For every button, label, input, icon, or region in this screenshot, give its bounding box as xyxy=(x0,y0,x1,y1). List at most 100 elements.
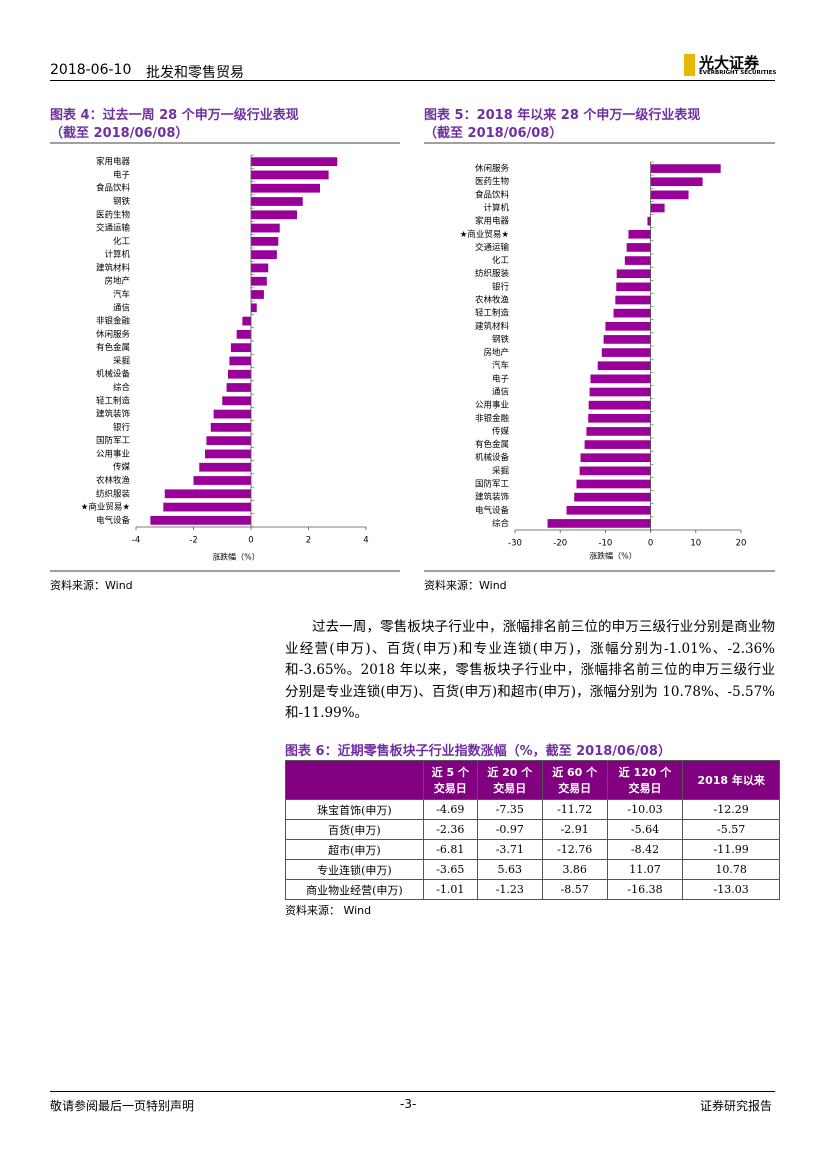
cell: -8.42 xyxy=(606,839,684,860)
x-tick-label: 4 xyxy=(363,536,368,546)
bar xyxy=(199,462,251,472)
bar xyxy=(251,210,297,220)
charts: 家用电器电子食品饮料钢铁医药生物交通运输化工计算机建筑材料房地产汽车通信非银金融… xyxy=(50,142,775,572)
cell: -3.71 xyxy=(476,839,543,860)
category-label: 有色金属 xyxy=(96,342,130,353)
footer-rule xyxy=(50,1091,775,1092)
category-label: ★商业贸易★ xyxy=(460,229,510,240)
category-label: 非银金融 xyxy=(96,316,131,327)
bar xyxy=(228,369,251,379)
bar xyxy=(164,489,251,499)
category-label: 通信 xyxy=(113,302,131,313)
bar xyxy=(251,236,279,246)
bar xyxy=(251,223,280,233)
x-axis-label: 涨跌幅（%） xyxy=(212,552,260,562)
category-label: 银行 xyxy=(113,422,131,433)
category-label: 电气设备 xyxy=(96,515,131,526)
bar xyxy=(615,295,651,305)
table-row: 专业连锁(申万) -3.65 5.63 3.86 11.07 10.78 xyxy=(285,859,780,880)
source: 资料来源：Wind xyxy=(50,579,133,592)
category-label: 医药生物 xyxy=(96,209,131,220)
bar xyxy=(588,400,651,410)
category-label: 有色金属 xyxy=(475,439,509,450)
table-row: 百货(申万) -2.36 -0.97 -2.91 -5.64 -5.57 xyxy=(285,819,780,840)
cell: -11.99 xyxy=(682,839,780,860)
figure-title: 图表 5：2018 年以来 28 个申万一级行业表现 xyxy=(424,108,701,123)
bar xyxy=(624,256,651,265)
category-label: 采掘 xyxy=(113,355,130,366)
cell: -10.03 xyxy=(606,799,684,820)
category-label: 计算机 xyxy=(104,249,130,260)
bar xyxy=(251,250,277,260)
row-name: 专业连锁(申万) xyxy=(285,859,424,880)
cell: -4.69 xyxy=(422,799,478,820)
category-label: 钢铁 xyxy=(113,196,131,207)
category-label: 建筑装饰 xyxy=(475,492,510,503)
header-line: 2018 年以来 xyxy=(697,774,765,787)
x-tick-label: -30 xyxy=(508,539,522,549)
category-label: ★商业贸易★ xyxy=(81,502,131,513)
category-label: 化工 xyxy=(113,236,131,247)
header-industry: 批发和零售贸易 xyxy=(146,65,244,81)
category-label: 公用事业 xyxy=(96,448,130,459)
bar xyxy=(579,466,651,476)
category-label: 非银金融 xyxy=(475,413,510,424)
bar xyxy=(576,479,651,489)
category-label: 综合 xyxy=(492,518,510,529)
category-label: 农林牧渔 xyxy=(475,295,510,306)
bar xyxy=(588,413,651,423)
figure-subtitle: （截至 2018/06/08） xyxy=(50,126,189,141)
cell: 3.86 xyxy=(541,859,608,880)
category-label: 食品饮料 xyxy=(96,183,131,194)
cell: -5.57 xyxy=(682,819,780,840)
bar xyxy=(597,361,651,371)
category-label: 国防军工 xyxy=(475,479,510,490)
bar xyxy=(242,316,251,326)
category-label: 传媒 xyxy=(492,426,510,437)
header-line: 交易日 xyxy=(433,782,467,795)
bar xyxy=(605,321,651,331)
category-label: 轻工制造 xyxy=(475,308,510,319)
bar xyxy=(547,519,651,528)
bar xyxy=(251,263,269,273)
table-row: 超市(申万) -6.81 -3.71 -12.76 -8.42 -11.99 xyxy=(285,839,780,860)
header-rule xyxy=(50,80,775,81)
category-label: 休闲服务 xyxy=(475,163,510,174)
bar xyxy=(580,453,651,463)
cell: -12.76 xyxy=(541,839,608,860)
cell: -2.91 xyxy=(541,819,608,840)
bar xyxy=(566,505,651,515)
figure-subtitle: （截至 2018/06/08） xyxy=(424,126,563,141)
category-label: 房地产 xyxy=(483,347,509,358)
x-axis-label: 涨跌幅（%） xyxy=(589,551,637,561)
cell: 10.78 xyxy=(682,859,780,880)
footer-right: 证券研究报告 xyxy=(700,1099,773,1113)
header-cell: 2018 年以来 xyxy=(682,760,780,800)
x-tick-label: 10 xyxy=(690,539,701,549)
category-label: 纺织服装 xyxy=(96,488,131,499)
bar xyxy=(226,383,251,392)
bar xyxy=(601,348,651,357)
x-tick-label: 20 xyxy=(736,539,747,549)
bar xyxy=(251,290,264,299)
category-label: 交通运输 xyxy=(475,242,510,253)
header-line: 近 60 个 xyxy=(552,766,598,779)
x-tick-label: 0 xyxy=(248,536,253,546)
bar xyxy=(613,308,651,318)
paragraph: 过去一周，零售板块子行业中，涨幅排名前三位的申万三级行业分别是商业物业经营(申万… xyxy=(285,619,775,721)
category-label: 建筑装饰 xyxy=(96,409,131,420)
x-tick-label: -2 xyxy=(189,536,197,546)
cell: -16.38 xyxy=(606,879,684,900)
row-name: 超市(申万) xyxy=(285,839,424,860)
header-cell xyxy=(285,760,424,800)
category-label: 钢铁 xyxy=(492,334,510,345)
bar xyxy=(229,356,251,366)
cell: -3.65 xyxy=(422,859,478,880)
x-tick-label: -20 xyxy=(553,539,567,549)
category-label: 建筑材料 xyxy=(96,262,131,273)
header-cell: 近 20 个交易日 xyxy=(476,760,543,800)
bar xyxy=(251,276,267,286)
bar xyxy=(647,216,651,226)
bar xyxy=(163,502,251,512)
x-tick-label: 2 xyxy=(306,536,311,546)
